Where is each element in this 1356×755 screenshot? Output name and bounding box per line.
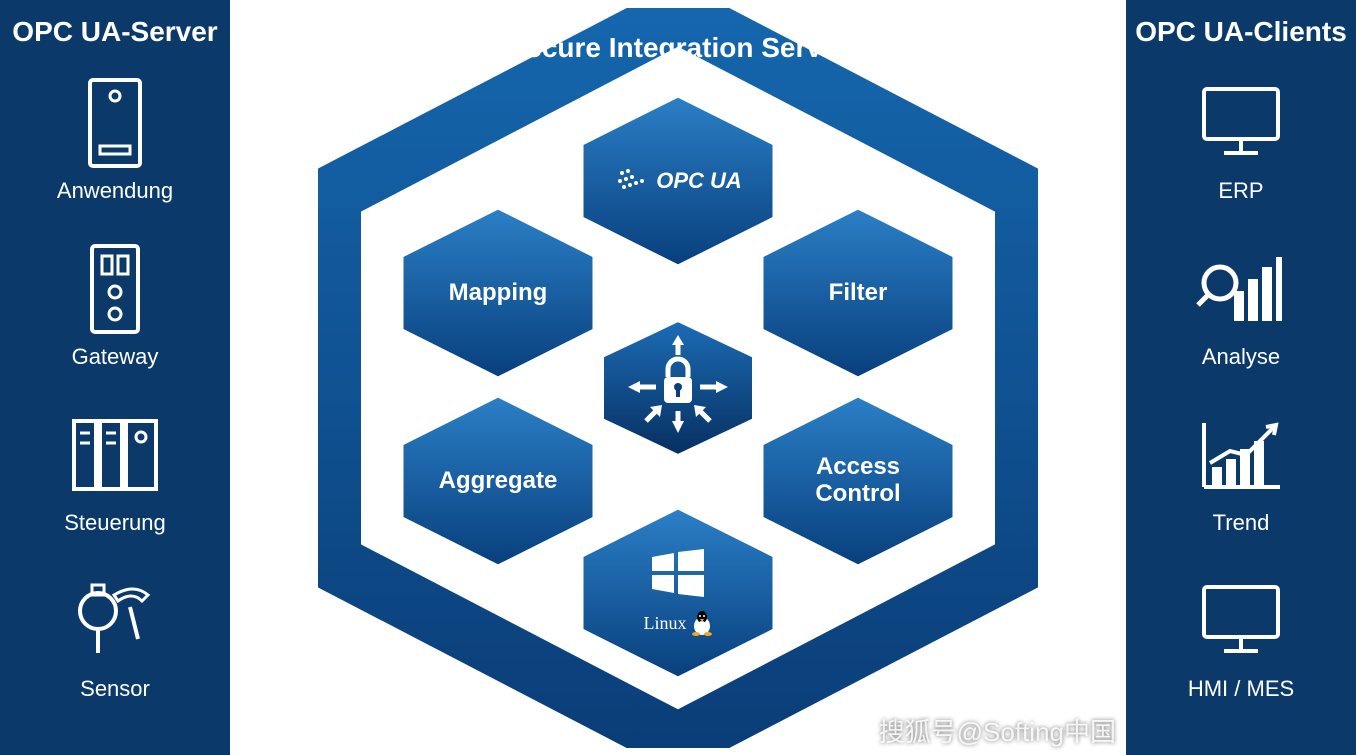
- monitor-icon: [1196, 78, 1286, 168]
- hex-label: Mapping: [449, 279, 548, 307]
- linux-logo-icon: Linux: [644, 610, 713, 636]
- left-item-label: Gateway: [72, 344, 159, 370]
- lock-arrows-icon: [618, 333, 738, 443]
- right-item-hmi: HMI / MES: [1188, 576, 1294, 702]
- hex-center-lock: [598, 318, 758, 458]
- left-item-gateway: Gateway: [70, 244, 160, 370]
- right-item-label: Analyse: [1202, 344, 1280, 370]
- hex-label: AccessControl: [815, 454, 900, 507]
- hex-aggregate: Aggregate: [398, 394, 598, 568]
- left-panel: OPC UA-Server Anwendung Gateway: [0, 0, 230, 755]
- right-item-label: HMI / MES: [1188, 676, 1294, 702]
- right-panel-title: OPC UA-Clients: [1135, 16, 1347, 48]
- right-item-trend: Trend: [1196, 410, 1286, 536]
- left-item-sensor: Sensor: [70, 576, 160, 702]
- right-item-label: Trend: [1213, 510, 1270, 536]
- controller-rack-icon: [70, 410, 160, 500]
- left-item-anwendung: Anwendung: [57, 78, 173, 204]
- hex-label: Aggregate: [439, 467, 558, 495]
- right-item-label: ERP: [1218, 178, 1263, 204]
- left-item-label: Sensor: [80, 676, 150, 702]
- hex-access-control: AccessControl: [758, 394, 958, 568]
- opc-ua-text: OPC UA: [656, 168, 742, 194]
- hex-label: Filter: [829, 279, 888, 307]
- left-item-label: Anwendung: [57, 178, 173, 204]
- hex-mapping: Mapping: [398, 206, 598, 380]
- windows-logo-icon: [650, 549, 706, 604]
- trend-chart-icon: [1196, 410, 1286, 500]
- hex-os: Linux: [578, 506, 778, 680]
- hex-opc-ua: OPC UA: [578, 94, 778, 268]
- hex-filter: Filter: [758, 206, 958, 380]
- left-item-label: Steuerung: [64, 510, 166, 536]
- center-title: Secure Integration Server: [318, 32, 1038, 64]
- monitor-icon: [1196, 576, 1286, 666]
- big-hexagon: Secure Integration Server: [318, 8, 1038, 748]
- linux-text: Linux: [644, 613, 687, 634]
- sensor-probe-icon: [70, 576, 160, 666]
- center-area: Secure Integration Server: [230, 0, 1126, 755]
- right-panel: OPC UA-Clients ERP Analyse: [1126, 0, 1356, 755]
- right-item-analyse: Analyse: [1196, 244, 1286, 370]
- gateway-device-icon: [70, 244, 160, 334]
- right-item-erp: ERP: [1196, 78, 1286, 204]
- left-panel-title: OPC UA-Server: [12, 16, 217, 48]
- left-item-steuerung: Steuerung: [64, 410, 166, 536]
- opc-ua-logo-icon: OPC UA: [614, 167, 742, 195]
- watermark-text: 搜狐号@Softing中国: [879, 712, 1116, 749]
- server-tower-icon: [70, 78, 160, 168]
- analytics-chart-icon: [1196, 244, 1286, 334]
